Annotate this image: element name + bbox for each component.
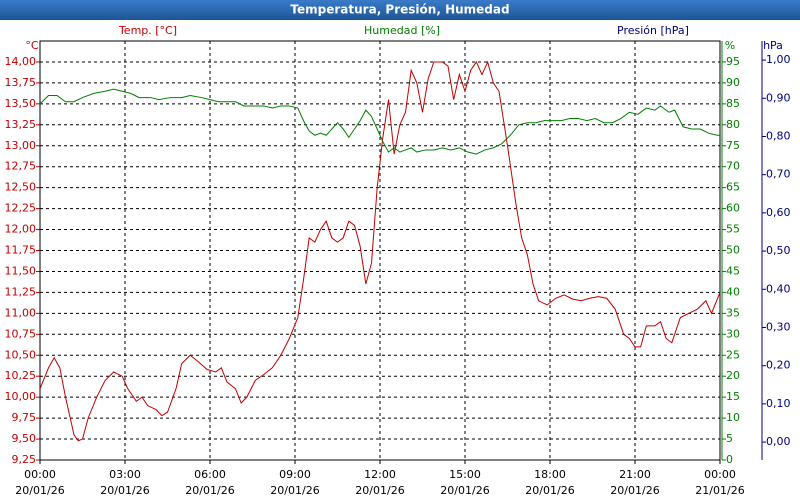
y-tick-label: 10,75: [5, 327, 37, 340]
y3-tick-label: 1,00: [766, 53, 791, 66]
y3-unit: hPa: [763, 39, 783, 52]
y-tick-label: 9,75: [12, 411, 37, 424]
x-tick-date: 20/01/26: [270, 484, 319, 497]
x-tick-date: 21/01/26: [695, 484, 744, 497]
y-tick-label: 11,00: [5, 306, 37, 319]
y3-tick-label: 0,80: [766, 129, 791, 142]
y2-tick-label: 90: [726, 76, 740, 89]
x-tick-date: 20/01/26: [15, 484, 64, 497]
y2-tick-label: 80: [726, 118, 740, 131]
y2-tick-label: 95: [726, 55, 740, 68]
x-tick-label: 15:00: [449, 468, 481, 481]
y3-axis-title: Presión [hPa]: [617, 24, 689, 37]
y3-tick-label: 0,60: [766, 206, 791, 219]
x-tick-date: 20/01/26: [355, 484, 404, 497]
x-tick-label: 00:00: [24, 468, 56, 481]
y-tick-label: 13,25: [5, 118, 37, 131]
y2-tick-label: 75: [726, 139, 740, 152]
chart-title: Temperatura, Presión, Humedad: [290, 3, 509, 17]
y2-tick-label: 65: [726, 181, 740, 194]
y2-tick-label: 40: [726, 285, 740, 298]
y3-tick-label: 0,30: [766, 320, 791, 333]
x-tick-label: 12:00: [364, 468, 396, 481]
y-tick-label: 9,25: [12, 453, 37, 466]
y-tick-label: 9,50: [12, 432, 37, 445]
y3-tick-label: 0,40: [766, 282, 791, 295]
y-tick-label: 14,00: [5, 55, 37, 68]
y2-tick-label: 5: [726, 432, 733, 445]
y2-tick-label: 45: [726, 264, 740, 277]
y3-tick-label: 0,10: [766, 397, 791, 410]
y2-tick-label: 30: [726, 327, 740, 340]
y-tick-label: 12,00: [5, 223, 37, 236]
y2-tick-label: 60: [726, 202, 740, 215]
x-tick-date: 20/01/26: [525, 484, 574, 497]
y-tick-label: 11,50: [5, 264, 37, 277]
y-axis-title: Temp. [°C]: [118, 24, 177, 37]
y2-tick-label: 25: [726, 348, 740, 361]
y-tick-label: 10,25: [5, 369, 37, 382]
y-tick-label: 11,75: [5, 244, 37, 257]
y-tick-label: 10,50: [5, 348, 37, 361]
y3-tick-label: 0,20: [766, 359, 791, 372]
y-tick-label: 13,00: [5, 139, 37, 152]
x-tick-date: 20/01/26: [100, 484, 149, 497]
y2-tick-label: 0: [726, 453, 733, 466]
y-tick-label: 13,50: [5, 97, 37, 110]
x-tick-label: 00:00: [704, 468, 736, 481]
y3-tick-label: 0,50: [766, 244, 791, 257]
y3-tick-label: 0,70: [766, 168, 791, 181]
y-tick-label: 12,25: [5, 202, 37, 215]
y-tick-label: 11,25: [5, 285, 37, 298]
y2-unit: %: [725, 39, 735, 52]
x-tick-label: 18:00: [534, 468, 566, 481]
x-tick-date: 20/01/26: [440, 484, 489, 497]
x-tick-date: 20/01/26: [185, 484, 234, 497]
x-tick-label: 03:00: [109, 468, 141, 481]
y-tick-label: 12,75: [5, 160, 37, 173]
series-line: [39, 88, 720, 155]
y2-tick-label: 50: [726, 244, 740, 257]
y3-tick-label: 0,90: [766, 91, 791, 104]
y-tick-label: 13,75: [5, 76, 37, 89]
series-line: [39, 60, 721, 442]
y2-tick-label: 85: [726, 97, 740, 110]
x-tick-date: 20/01/26: [610, 484, 659, 497]
y2-tick-label: 70: [726, 160, 740, 173]
y-unit: °C: [25, 39, 39, 52]
y2-tick-label: 55: [726, 223, 740, 236]
y2-tick-label: 35: [726, 306, 740, 319]
y2-axis-title: Humedad [%]: [364, 24, 440, 37]
y2-tick-label: 10: [726, 411, 740, 424]
y-tick-label: 10,00: [5, 390, 37, 403]
x-tick-label: 09:00: [279, 468, 311, 481]
y2-tick-label: 15: [726, 390, 740, 403]
x-tick-label: 06:00: [194, 468, 226, 481]
y-tick-label: 12,50: [5, 181, 37, 194]
plot-frame: [39, 40, 721, 461]
y3-tick-label: 0,00: [766, 435, 791, 448]
y2-tick-label: 20: [726, 369, 740, 382]
x-tick-label: 21:00: [619, 468, 651, 481]
title-bar: [0, 0, 800, 20]
